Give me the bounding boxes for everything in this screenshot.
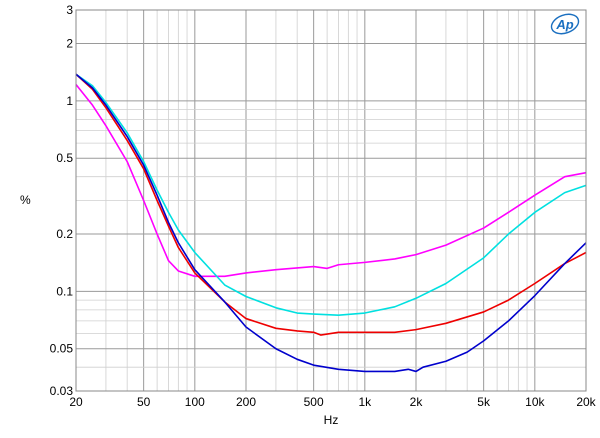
logo-text: Ap <box>555 17 573 32</box>
y-axis-label: % <box>20 193 31 207</box>
y-tick-labels: 3 2 1 0.5 0.2 0.1 0.05 0.03 <box>50 3 74 398</box>
x-tick-labels: 20 50 100 200 500 1k 2k 5k 10k 20k <box>69 395 596 409</box>
x-tick-label: 2k <box>410 395 424 409</box>
y-tick-label: 0.1 <box>56 284 73 298</box>
series-line-3 <box>75 73 587 336</box>
y-tick-label: 3 <box>66 3 73 17</box>
series-line-4 <box>75 73 587 373</box>
series-line-1 <box>75 83 587 278</box>
ap-logo: Ap <box>550 13 580 35</box>
x-tick-label: 500 <box>304 395 324 409</box>
x-tick-label: 100 <box>185 395 205 409</box>
series-line-2 <box>75 73 587 316</box>
x-tick-label: 10k <box>525 395 545 409</box>
x-tick-label: 5k <box>477 395 491 409</box>
x-tick-label: 50 <box>137 395 151 409</box>
series-layer <box>75 73 587 373</box>
x-axis-label: Hz <box>324 413 339 427</box>
y-tick-label: 0.03 <box>50 384 74 398</box>
x-tick-label: 20 <box>69 395 83 409</box>
y-tick-label: 1 <box>66 94 73 108</box>
logo-ring <box>550 13 580 35</box>
y-tick-label: 0.05 <box>50 342 74 356</box>
x-tick-label: 200 <box>236 395 256 409</box>
y-tick-label: 2 <box>66 37 73 51</box>
x-tick-label: 20k <box>576 395 596 409</box>
x-tick-label: 1k <box>358 395 372 409</box>
y-tick-label: 0.5 <box>56 151 73 165</box>
plot-frame <box>75 9 587 392</box>
y-tick-label: 0.2 <box>56 227 73 241</box>
